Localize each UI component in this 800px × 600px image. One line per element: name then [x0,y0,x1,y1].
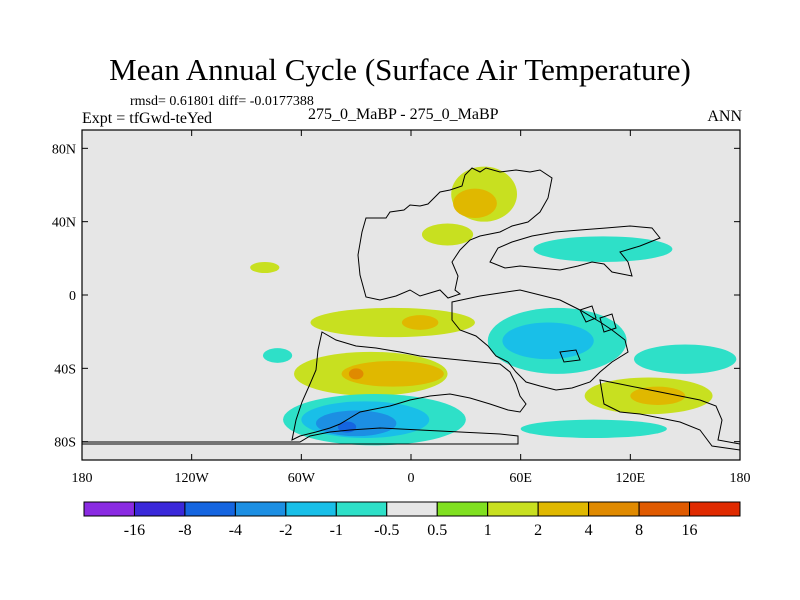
colorbar-swatch [386,501,438,517]
x-tick-label: 120E [616,471,646,486]
anomaly-region-southeast-cool [520,419,667,439]
colorbar-label: -16 [124,522,145,539]
season-label: ANN [707,108,742,125]
y-tick-label: 40S [54,362,76,377]
colorbar-label: -2 [279,522,292,539]
anomaly-region-south-warm-core [341,361,444,387]
island-outline-2 [599,313,617,333]
y-tick-label: 40N [52,216,76,231]
colorbar-swatch [487,501,539,517]
rmsd-diff-stats: rmsd= 0.61801 diff= -0.0177388 [130,94,314,109]
y-tick-label: 80S [54,436,76,451]
colorbar-swatch [184,501,236,517]
colorbar-swatch [285,501,337,517]
x-tick-label: 60W [288,471,316,486]
continent-outline-east [489,225,661,277]
colorbar-label: 4 [585,522,593,539]
continent-outline-north [357,167,553,301]
island-outline-3 [559,349,581,363]
colorbar-label: -4 [229,522,242,539]
x-tick-label: 180 [72,471,93,486]
x-tick-label: 0 [408,471,415,486]
colorbar-swatch [436,501,489,517]
anomaly-region-east-cool-band [633,344,737,374]
y-tick-label: 80N [52,142,76,157]
colorbar-swatch [83,501,135,517]
island-outline-1 [579,305,597,323]
continent-outline-central [451,289,629,391]
colorbar-label: 8 [635,522,643,539]
colorbar-swatch [689,501,741,517]
x-tick-label: 180 [730,471,751,486]
continent-outlines [82,167,740,451]
anomaly-region-asia-east-warm [421,223,474,246]
y-axis: 80N 40N 0 40S 80S [52,142,740,451]
y-tick-label: 0 [69,289,76,304]
colorbar-swatch [133,501,186,517]
anomaly-region-central-cool-core [502,322,594,360]
colorbar-label: 2 [534,522,542,539]
experiment-label: Expt = tfGwd-teYed [82,110,213,127]
chart-subtitle: 275_0_MaBP - 275_0_MaBP [308,106,499,123]
colorbar-swatch [234,501,287,517]
colorbar-label: 0.5 [427,522,447,539]
colorbar-label: -0.5 [374,522,399,539]
chart-title: Mean Annual Cycle (Surface Air Temperatu… [109,52,691,87]
anomaly-regions-layer [250,166,737,446]
x-tick-label: 60E [509,471,532,486]
colorbar-label: -8 [178,522,191,539]
south-ice-shelf-outline [82,427,519,445]
continent-outline-south [291,331,527,441]
anomaly-region-small-cool-west [262,348,293,363]
colorbar-swatch [588,501,640,517]
colorbar-label: 16 [682,522,698,539]
anomaly-region-equator-warm [310,307,475,338]
anomaly-region-west-small-warm [250,262,280,273]
anomaly-region-south-warm-hot [348,368,364,380]
anomaly-region-equator-warm-core [401,315,439,330]
anomaly-region-east-warm-core [630,386,686,406]
anomaly-region-south-cool-deep [315,410,397,437]
anomaly-region-asia-north-core [453,188,497,218]
colorbar-label: 1 [484,522,492,539]
colorbar-label: -1 [330,522,343,539]
colorbar-swatch [537,501,590,517]
colorbar-swatch [335,501,388,517]
colorbar: -16 -8 -4 -2 -1 -0.5 0.5 1 2 4 8 16 [83,501,741,539]
colorbar-swatch [638,501,691,517]
anomaly-region-north-cool-belt [533,236,673,262]
continent-outline-southeast [599,379,740,451]
x-axis: 180 120W 60W 0 60E 120E 180 [72,130,751,486]
x-tick-label: 120W [175,471,210,486]
